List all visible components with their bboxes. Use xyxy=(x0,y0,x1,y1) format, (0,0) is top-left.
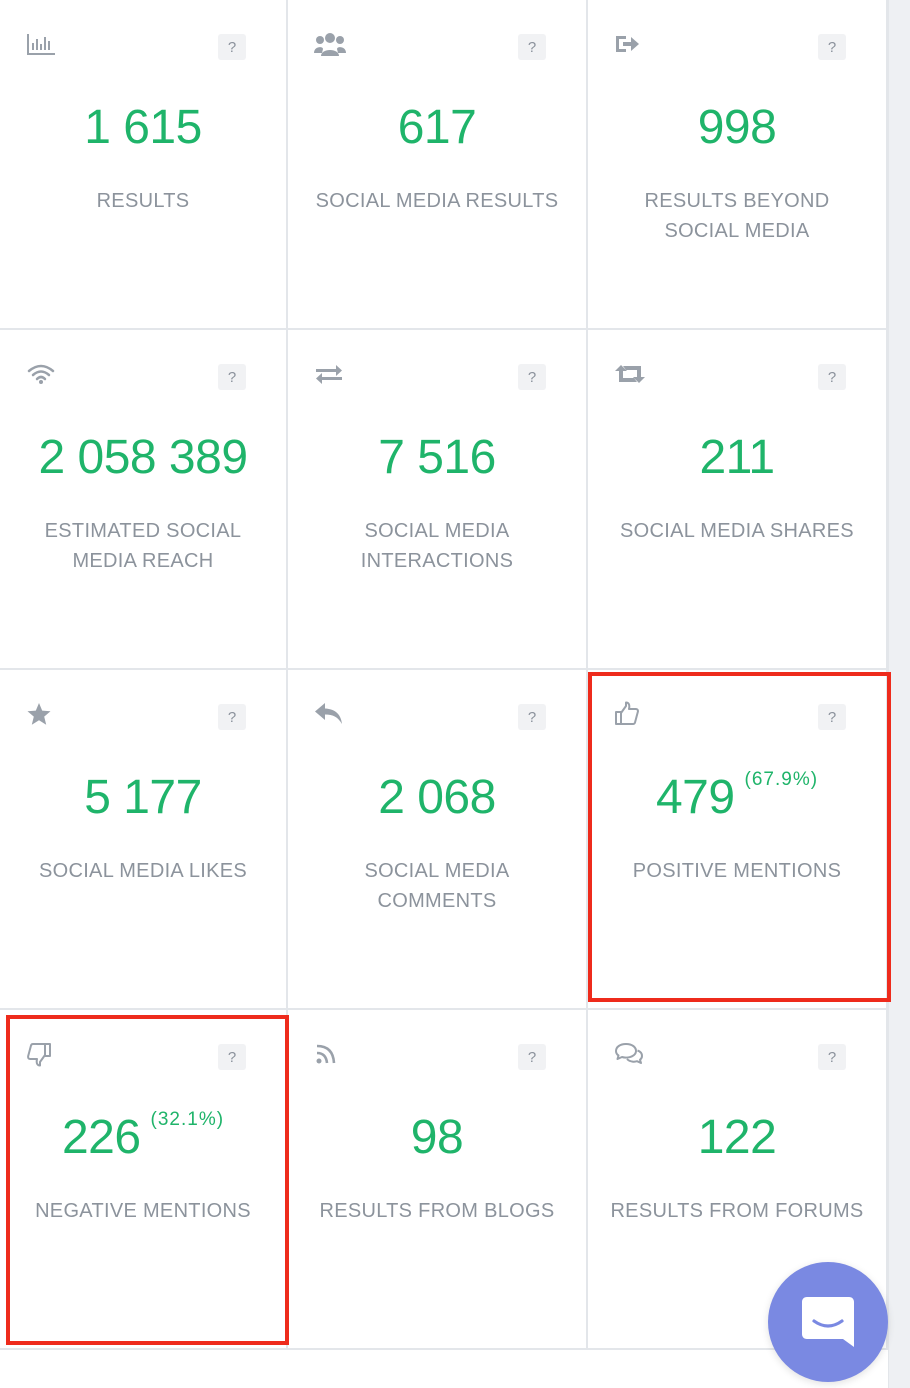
stat-value: 617 xyxy=(288,98,586,158)
stat-number: 211 xyxy=(699,431,775,484)
stat-label: POSITIVE MENTIONS xyxy=(632,860,842,882)
stat-number: 2 068 xyxy=(378,771,496,824)
help-button[interactable]: ? xyxy=(518,704,546,730)
stat-value: 998 xyxy=(588,98,886,158)
tile-positive-mentions: ? 479 (67.9%) POSITIVE MENTIONS xyxy=(588,670,888,1010)
stat-label: RESULTS BEYOND SOCIAL MEDIA xyxy=(644,190,830,242)
thumbs-down-icon xyxy=(26,1040,58,1068)
comments-icon xyxy=(614,1040,646,1068)
help-button[interactable]: ? xyxy=(818,704,846,730)
tile-social-media-likes: ? 5 177 SOCIAL MEDIA LIKES xyxy=(0,670,288,1010)
stat-value: 98 xyxy=(288,1108,586,1168)
stat-label: SOCIAL MEDIA INTERACTIONS xyxy=(360,520,514,572)
stat-value: 122 xyxy=(588,1108,886,1168)
chat-icon xyxy=(799,1293,857,1351)
retweet-icon xyxy=(614,360,646,388)
stat-value: 7 516 xyxy=(288,428,586,488)
tile-social-media-comments: ? 2 068 SOCIAL MEDIA COMMENTS xyxy=(288,670,588,1010)
stat-value: 2 058 389 xyxy=(0,428,286,488)
stat-label: SOCIAL MEDIA SHARES xyxy=(620,520,854,542)
help-button[interactable]: ? xyxy=(518,364,546,390)
stat-number: 1 615 xyxy=(84,101,202,154)
tile-social-media-results: ? 617 SOCIAL MEDIA RESULTS xyxy=(288,0,588,330)
stat-number: 5 177 xyxy=(84,771,202,824)
rss-icon xyxy=(314,1040,346,1068)
stat-value: 1 615 xyxy=(0,98,286,158)
page-scrollbar[interactable] xyxy=(888,0,910,1388)
stat-number: 7 516 xyxy=(378,431,496,484)
stat-value: 479 (67.9%) xyxy=(588,768,886,838)
stat-number: 98 xyxy=(410,1111,464,1164)
tile-negative-mentions: ? 226 (32.1%) NEGATIVE MENTIONS xyxy=(0,1010,288,1350)
help-button[interactable]: ? xyxy=(818,364,846,390)
tile-results: ? 1 615 RESULTS xyxy=(0,0,288,330)
stat-percent: (67.9%) xyxy=(744,769,819,790)
stat-value: 211 xyxy=(588,428,886,488)
stat-number: 2 058 389 xyxy=(38,431,248,484)
reply-icon xyxy=(314,700,346,728)
stat-value: 5 177 xyxy=(0,768,286,828)
star-icon xyxy=(26,700,58,728)
sign-out-icon xyxy=(614,30,646,58)
stat-label: SOCIAL MEDIA COMMENTS xyxy=(364,860,510,912)
help-button[interactable]: ? xyxy=(218,1044,246,1070)
tile-social-media-shares: ? 211 SOCIAL MEDIA SHARES xyxy=(588,330,888,670)
thumbs-up-icon xyxy=(614,700,646,728)
tile-results-from-blogs: ? 98 RESULTS FROM BLOGS xyxy=(288,1010,588,1350)
help-button[interactable]: ? xyxy=(218,34,246,60)
stat-value: 2 068 xyxy=(288,768,586,828)
stat-label: SOCIAL MEDIA RESULTS xyxy=(315,190,559,212)
stat-value: 226 (32.1%) xyxy=(0,1108,286,1178)
stat-label: ESTIMATED SOCIAL MEDIA REACH xyxy=(44,520,242,572)
tile-social-media-interactions: ? 7 516 SOCIAL MEDIA INTERACTIONS xyxy=(288,330,588,670)
users-icon xyxy=(314,30,346,58)
help-button[interactable]: ? xyxy=(518,34,546,60)
stat-label: RESULTS FROM FORUMS xyxy=(610,1200,864,1222)
help-button[interactable]: ? xyxy=(218,364,246,390)
tile-results-beyond-social-media: ? 998 RESULTS BEYOND SOCIAL MEDIA xyxy=(588,0,888,330)
stat-label: RESULTS xyxy=(96,190,190,212)
tile-estimated-reach: ? 2 058 389 ESTIMATED SOCIAL MEDIA REACH xyxy=(0,330,288,670)
chat-launcher-button[interactable] xyxy=(768,1262,888,1382)
stat-label: RESULTS FROM BLOGS xyxy=(319,1200,555,1222)
stat-percent: (32.1%) xyxy=(150,1109,225,1130)
wifi-icon xyxy=(26,360,58,388)
stat-number: 617 xyxy=(397,101,477,154)
help-button[interactable]: ? xyxy=(818,34,846,60)
stat-number: 479 xyxy=(655,771,735,824)
help-button[interactable]: ? xyxy=(518,1044,546,1070)
stat-label: SOCIAL MEDIA LIKES xyxy=(38,860,248,882)
stat-number: 226 xyxy=(61,1111,141,1164)
exchange-icon xyxy=(314,360,346,388)
stat-number: 998 xyxy=(697,101,777,154)
help-button[interactable]: ? xyxy=(218,704,246,730)
help-button[interactable]: ? xyxy=(818,1044,846,1070)
stats-grid: ? 1 615 RESULTS ? 617 SOCIAL MEDIA RESUL… xyxy=(0,0,888,1350)
stat-number: 122 xyxy=(697,1111,777,1164)
bar-chart-icon xyxy=(26,30,58,58)
stat-label: NEGATIVE MENTIONS xyxy=(35,1200,251,1222)
